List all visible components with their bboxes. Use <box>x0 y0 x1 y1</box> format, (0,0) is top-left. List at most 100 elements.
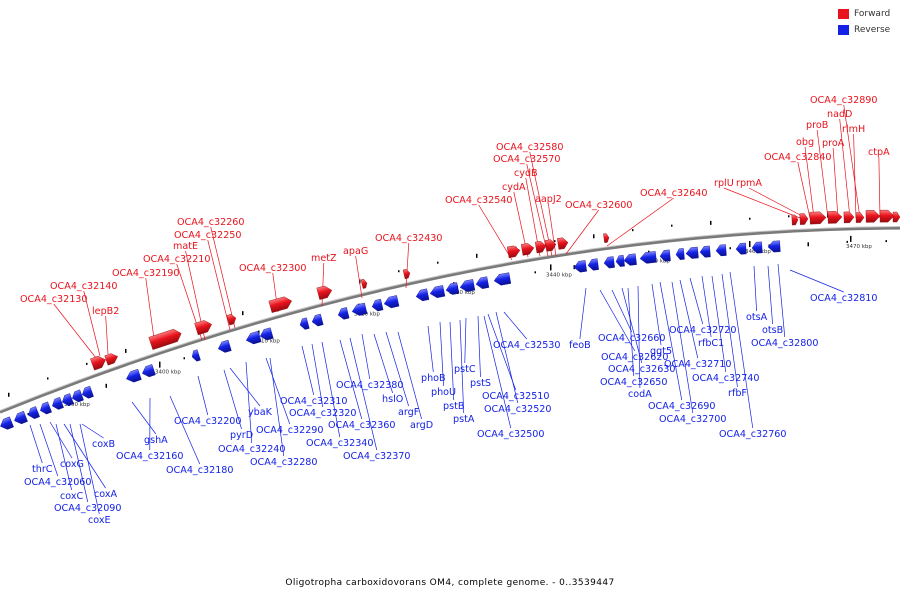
scale-label: 3430 kbp <box>449 290 475 296</box>
forward-gene-leader <box>548 203 557 257</box>
reverse-gene-leader <box>79 423 100 515</box>
gene-labels: OCA4_c32130 OCA4_c32140 lepB2 OCA4_c32190 OC… <box>20 95 890 526</box>
forward-gene <box>827 210 843 224</box>
reverse-gene <box>445 282 460 295</box>
scale-tick <box>105 383 107 388</box>
reverse-gene-label: OCA4_c32630 <box>608 364 676 375</box>
reverse-gene-leader <box>689 277 704 325</box>
reverse-gene-leader <box>245 361 253 444</box>
forward-gene <box>194 320 212 336</box>
reverse-gene <box>751 241 763 254</box>
forward-gene-leader <box>526 163 549 257</box>
reverse-gene-label: OCA4_c32810 <box>810 293 878 304</box>
legend-reverse-label: Reverse <box>854 25 891 35</box>
scale-label: 3400 kbp <box>155 370 181 376</box>
forward-gene-label: rpmA <box>736 178 762 189</box>
leader-lines <box>29 104 881 515</box>
forward-gene-label: cydA <box>502 182 526 193</box>
genome-backbone-highlight <box>0 226 900 411</box>
reverse-gene-leader <box>495 311 519 404</box>
scale-tick <box>807 242 809 247</box>
reverse-gene-leader <box>373 333 393 394</box>
forward-gene-leader <box>105 315 109 355</box>
reverse-gene-leader <box>777 263 786 338</box>
reverse-gene-label: pstA <box>453 414 475 425</box>
reverse-gene-leader <box>621 287 643 364</box>
reverse-gene-leader <box>311 343 324 408</box>
forward-gene <box>892 211 900 223</box>
forward-gene-label: rlmH <box>842 124 865 135</box>
reverse-gene-leader <box>29 424 43 464</box>
reverse-gene-label: argD <box>410 420 433 431</box>
reverse-gene-label: OCA4_c32060 <box>24 477 92 488</box>
forward-gene-leader <box>405 242 410 289</box>
reverse-gene-label: OCA4_c32650 <box>600 377 668 388</box>
reverse-gene-leader <box>767 265 773 325</box>
forward-gene <box>148 328 182 350</box>
reverse-gene <box>62 393 74 406</box>
reverse-gene-label: OCA4_c32340 <box>306 438 374 449</box>
reverse-gene <box>475 276 490 289</box>
legend-forward-label: Forward <box>854 9 891 19</box>
reverse-gene <box>715 244 727 257</box>
genome-backbone <box>0 226 900 414</box>
reverse-gene-label: phoU <box>431 387 456 398</box>
reverse-gene <box>371 298 384 312</box>
forward-gene-leader <box>804 146 815 219</box>
reverse-gene-leader <box>459 319 465 414</box>
reverse-gene-leader <box>169 395 201 465</box>
scale-tick <box>846 240 848 243</box>
forward-gene-leader <box>529 151 553 257</box>
reverse-gene-leader <box>579 287 587 340</box>
scale-tick <box>788 215 790 218</box>
forward-gene-label: apaG <box>343 246 368 257</box>
reverse-gene <box>351 302 368 316</box>
reverse-gene-label: OCA4_c32310 <box>280 396 348 407</box>
reverse-gene-leader <box>477 315 481 378</box>
forward-gene <box>534 241 547 254</box>
reverse-gene-leader <box>339 339 363 420</box>
reverse-gene-leader <box>487 313 517 391</box>
reverse-gene-label: phoB <box>421 373 446 384</box>
legend-reverse-swatch <box>838 25 849 35</box>
forward-gene-leader <box>478 204 513 261</box>
reverse-gene-label: OCA4_c32200 <box>174 416 242 427</box>
reverse-gene-leader <box>397 331 422 420</box>
scale-tick <box>632 229 634 232</box>
reverse-gene-leader <box>503 311 528 340</box>
forward-gene-label: OCA4_c32890 <box>810 95 878 106</box>
scale-major-tick <box>850 235 852 242</box>
reverse-gene-leader <box>701 275 712 338</box>
scale-tick <box>554 240 556 243</box>
scale-label: 3390 kbp <box>64 402 90 408</box>
scale-label: 3470 kbp <box>846 244 872 250</box>
reverse-gene-label: OCA4_c32320 <box>289 408 357 419</box>
reverse-gene-leader <box>789 269 844 293</box>
forward-gene-label: obg <box>796 137 814 148</box>
forward-gene-label: OCA4_c32210 <box>143 254 211 265</box>
reverse-gene-leader <box>439 321 444 387</box>
forward-gene-label: nadD <box>827 109 852 120</box>
reverse-gene-leader <box>599 289 636 352</box>
reverse-gene-label: ggt5 <box>650 346 672 357</box>
forward-gene-leader <box>606 197 674 247</box>
reverse-gene-label: OCA4_c32510 <box>482 391 550 402</box>
reverse-gene <box>14 410 28 425</box>
reverse-gene-label: OCA4_c32710 <box>664 359 732 370</box>
reverse-gene-leader <box>269 357 285 457</box>
reverse-gene-label: rfbF <box>728 388 747 399</box>
reverse-gene-leader <box>197 375 209 416</box>
forward-gene-label: matE <box>173 241 198 252</box>
reverse-gene-label: OCA4_c32700 <box>659 414 727 425</box>
reverse-gene-label: pstC <box>454 364 476 375</box>
scale-tick <box>8 392 10 397</box>
reverse-gene-leader <box>385 331 409 407</box>
reverse-gene-leader <box>721 273 738 388</box>
reverse-gene-leader <box>753 265 757 312</box>
forward-gene-leader <box>355 255 363 299</box>
reverse-gene <box>259 327 274 341</box>
scale-tick <box>671 224 673 227</box>
reverse-gene <box>52 396 64 410</box>
reverse-gene-label: pstS <box>470 378 491 389</box>
